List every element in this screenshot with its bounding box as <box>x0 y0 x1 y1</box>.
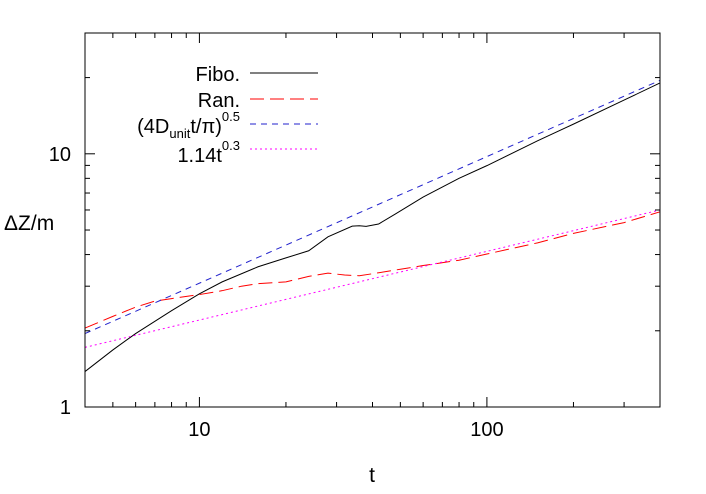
x-tick-label: 100 <box>470 419 503 441</box>
legend-entry-fibo: Fibo. <box>196 64 318 86</box>
x-axis-title: t <box>369 464 375 487</box>
legend-label-fibo: Fibo. <box>196 64 240 86</box>
series-line-3 <box>84 209 661 348</box>
y-axis-title: ΔZ/m <box>4 212 54 235</box>
y-tick-label: 10 <box>49 144 71 166</box>
series-layer <box>84 79 661 372</box>
series-line-2 <box>84 79 661 335</box>
series-line-1 <box>84 211 661 329</box>
legend-entry-ran: Ran. <box>198 90 318 112</box>
x-tick-label: 10 <box>188 419 210 441</box>
legend-label-ran: Ran. <box>198 90 240 112</box>
series-line-0 <box>84 82 661 372</box>
tick-layer: 10 100 1 10 <box>49 32 661 441</box>
y-tick-label: 1 <box>60 397 71 419</box>
